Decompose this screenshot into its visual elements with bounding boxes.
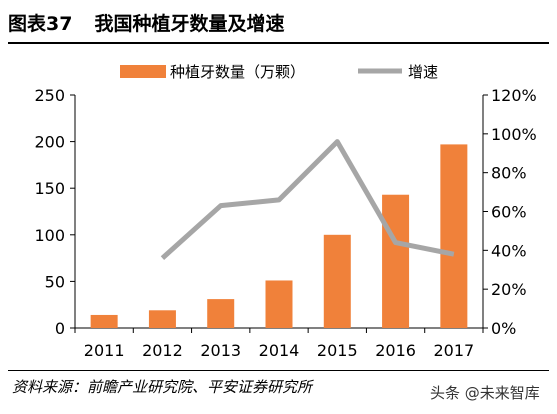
- legend-bar-swatch: [120, 65, 166, 78]
- chart-area: 种植牙数量（万颗） 增速 0 50 100 150 200 250 0% 20% 40% 60% 8…: [34, 63, 536, 360]
- bar: [323, 234, 351, 328]
- line-series: [160, 139, 455, 260]
- y-left-tick-label: 200: [34, 133, 65, 152]
- source-note: 资料来源：前瞻产业研究院、平安证券研究所: [12, 378, 313, 396]
- axes: 0 50 100 150 200 250 0% 20% 40% 60% 80% 100% 120% 201…: [34, 86, 536, 360]
- y-right-tick-label: 120%: [491, 86, 537, 105]
- y-right-tick-label: 100%: [491, 125, 537, 144]
- x-tick-label: 2012: [142, 341, 183, 360]
- y-right-tick-label: 20%: [491, 280, 527, 299]
- y-right-tick-label: 0%: [491, 319, 516, 338]
- y-right-tick-label: 40%: [491, 241, 527, 260]
- title-rule: [8, 42, 549, 44]
- bar: [265, 280, 293, 328]
- bar: [440, 144, 468, 328]
- bar: [148, 310, 176, 328]
- x-tick-label: 2015: [317, 341, 358, 360]
- bar-series: [90, 144, 468, 328]
- bar: [382, 194, 410, 328]
- y-right-tick-label: 60%: [491, 203, 527, 222]
- y-left-tick-label: 150: [34, 179, 65, 198]
- y-left-tick-label: 250: [34, 86, 65, 105]
- x-tick-label: 2014: [259, 341, 300, 360]
- bar: [90, 314, 118, 328]
- legend-line-label: 增速: [408, 63, 438, 81]
- y-left-tick-label: 100: [34, 226, 65, 245]
- x-tick-label: 2013: [200, 341, 241, 360]
- figure-number: 图表37: [8, 12, 73, 35]
- legend-bar-label: 种植牙数量（万颗）: [170, 63, 305, 81]
- watermark: 头条 @未来智库: [430, 384, 540, 402]
- y-left-tick-label: 50: [45, 272, 65, 291]
- x-tick-label: 2017: [433, 341, 474, 360]
- legend: 种植牙数量（万颗） 增速: [120, 63, 438, 81]
- footer-rule: [8, 370, 549, 371]
- x-tick-label: 2011: [84, 341, 125, 360]
- y-left-tick-label: 0: [55, 319, 65, 338]
- growth-line: [160, 139, 455, 260]
- x-tick-label: 2016: [375, 341, 416, 360]
- figure-title: 我国种植牙数量及增速: [94, 12, 285, 35]
- y-right-tick-label: 80%: [491, 164, 527, 183]
- figure-header: 图表37 我国种植牙数量及增速: [8, 4, 549, 40]
- bar: [207, 299, 235, 328]
